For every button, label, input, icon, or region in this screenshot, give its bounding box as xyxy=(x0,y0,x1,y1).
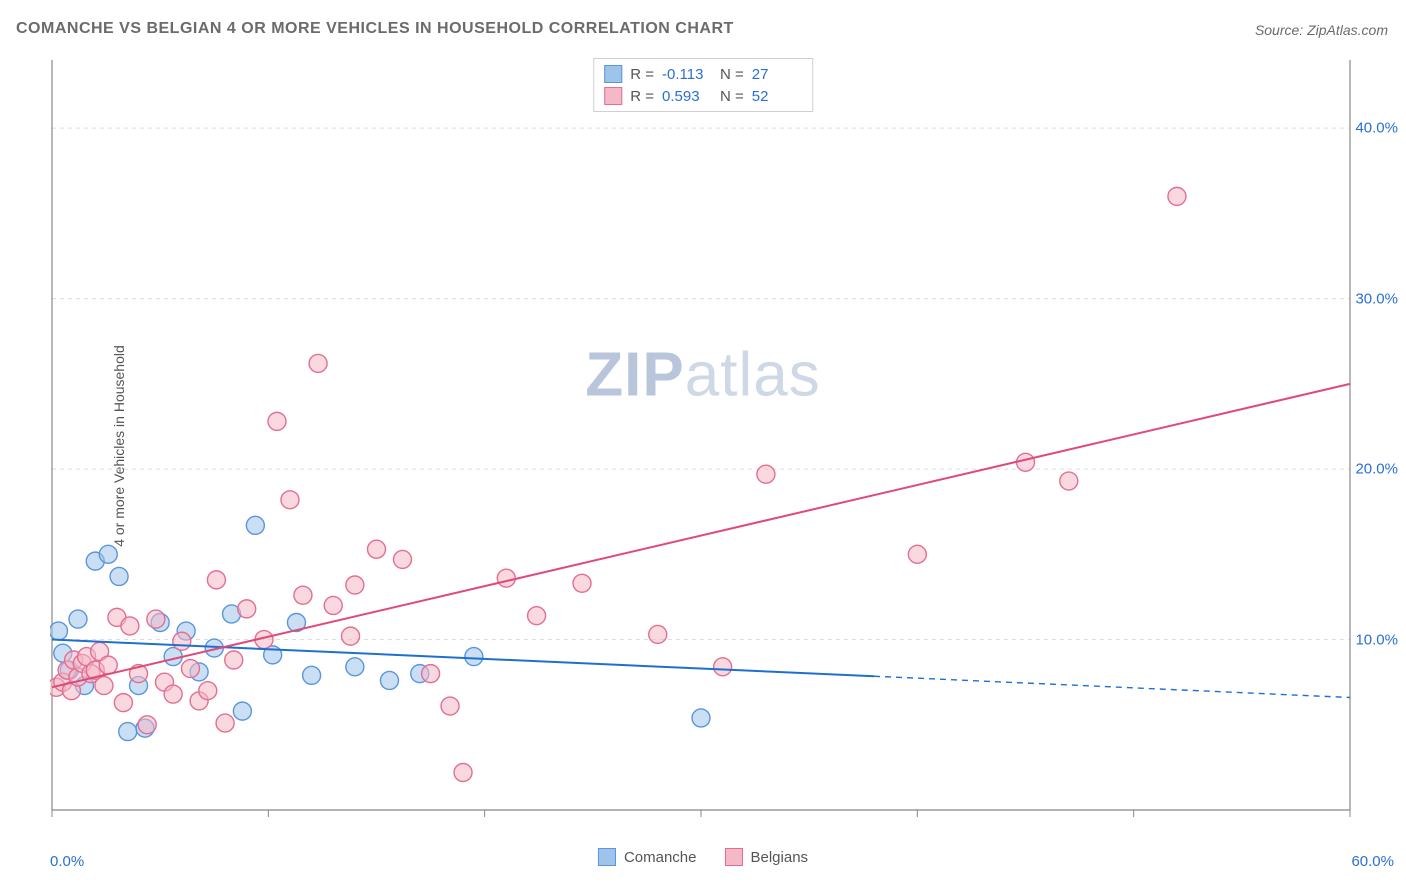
y-axis-tick-label: 10.0% xyxy=(1355,631,1398,648)
y-axis-tick-label: 20.0% xyxy=(1355,461,1398,478)
x-axis-min-label: 0.0% xyxy=(50,853,84,870)
n-label: N = xyxy=(720,88,744,105)
legend-swatch-icon xyxy=(604,87,622,105)
legend-row: R = 0.593 N = 52 xyxy=(604,85,802,107)
legend-item: Belgians xyxy=(725,848,809,866)
series-legend: Comanche Belgians xyxy=(598,848,808,866)
r-value: -0.113 xyxy=(662,66,712,83)
legend-item: Comanche xyxy=(598,848,697,866)
chart-title: COMANCHE VS BELGIAN 4 OR MORE VEHICLES I… xyxy=(16,20,734,38)
r-value: 0.593 xyxy=(662,88,712,105)
r-label: R = xyxy=(630,66,654,83)
r-label: R = xyxy=(630,88,654,105)
n-label: N = xyxy=(720,66,744,83)
n-value: 52 xyxy=(752,88,802,105)
legend-swatch-icon xyxy=(598,848,616,866)
y-axis-tick-label: 40.0% xyxy=(1355,120,1398,137)
x-axis-max-label: 60.0% xyxy=(1351,853,1394,870)
legend-swatch-icon xyxy=(725,848,743,866)
legend-label: Comanche xyxy=(624,849,697,866)
chart-container: COMANCHE VS BELGIAN 4 OR MORE VEHICLES I… xyxy=(0,0,1406,892)
legend-row: R = -0.113 N = 27 xyxy=(604,63,802,85)
legend-label: Belgians xyxy=(751,849,809,866)
y-axis-tick-label: 30.0% xyxy=(1355,290,1398,307)
legend-swatch-icon xyxy=(604,65,622,83)
scatter-plot xyxy=(50,55,1390,825)
n-value: 27 xyxy=(752,66,802,83)
correlation-legend: R = -0.113 N = 27 R = 0.593 N = 52 xyxy=(593,58,813,112)
source-label: Source: ZipAtlas.com xyxy=(1255,22,1388,38)
